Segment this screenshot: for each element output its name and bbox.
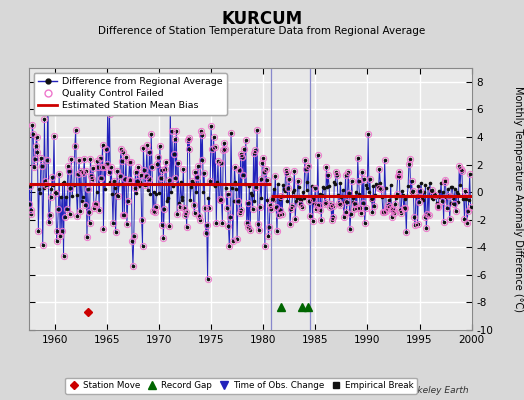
Y-axis label: Monthly Temperature Anomaly Difference (°C): Monthly Temperature Anomaly Difference (… [513, 86, 523, 312]
Text: Difference of Station Temperature Data from Regional Average: Difference of Station Temperature Data f… [99, 26, 425, 36]
Legend: Difference from Regional Average, Quality Control Failed, Estimated Station Mean: Difference from Regional Average, Qualit… [34, 73, 227, 115]
Text: KURCUM: KURCUM [222, 10, 302, 28]
Legend: Station Move, Record Gap, Time of Obs. Change, Empirical Break: Station Move, Record Gap, Time of Obs. C… [65, 378, 417, 394]
Text: Berkeley Earth: Berkeley Earth [402, 386, 469, 395]
